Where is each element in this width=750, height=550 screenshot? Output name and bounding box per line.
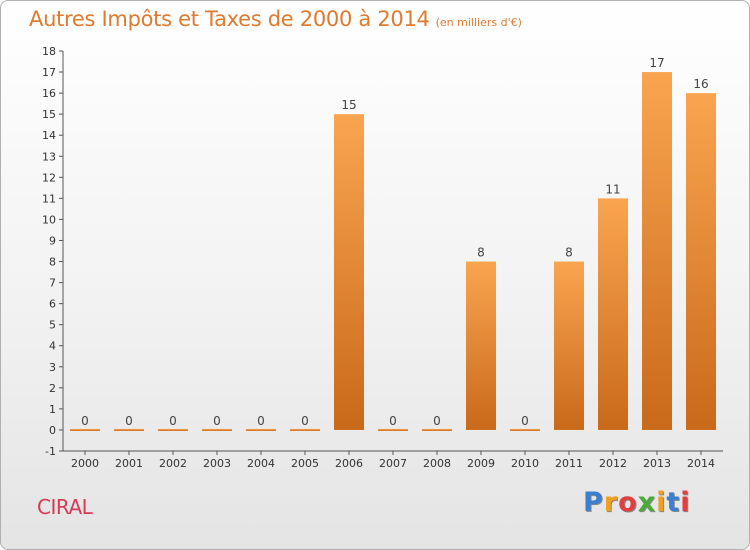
y-tick-label: 14 <box>42 129 56 142</box>
y-tick-label: 5 <box>49 319 56 332</box>
y-tick-label: 9 <box>49 234 56 247</box>
y-tick-label: 8 <box>49 256 56 269</box>
y-tick-label: 17 <box>42 66 56 79</box>
y-tick-label: 6 <box>49 298 56 311</box>
bar <box>466 261 496 430</box>
x-tick-label: 2012 <box>599 457 627 470</box>
data-label: 8 <box>477 246 485 260</box>
bar <box>114 428 144 431</box>
bar <box>334 114 364 430</box>
bar <box>290 428 320 431</box>
y-tick-label: 11 <box>42 192 56 205</box>
x-tick-label: 2004 <box>247 457 275 470</box>
proxiti-logo: Proxiti <box>583 487 691 518</box>
x-tick-label: 2014 <box>687 457 715 470</box>
y-tick-label: 2 <box>49 382 56 395</box>
data-label: 0 <box>389 414 397 428</box>
data-label: 0 <box>257 414 265 428</box>
y-tick-label: -1 <box>45 445 56 458</box>
data-label: 0 <box>301 414 309 428</box>
x-tick-label: 2006 <box>335 457 363 470</box>
bar <box>202 428 232 431</box>
x-tick-label: 2011 <box>555 457 583 470</box>
chart-title: Autres Impôts et Taxes de 2000 à 2014 <box>29 7 430 31</box>
chart-data-labels: 0 0 0 0 0 0 15 0 0 8 0 8 11 17 16 <box>81 56 708 428</box>
data-label: 16 <box>693 77 708 91</box>
data-label: 11 <box>605 182 620 196</box>
bar <box>378 428 408 431</box>
data-label: 0 <box>169 414 177 428</box>
logo-letter: x <box>637 487 657 518</box>
y-tick-label: 3 <box>49 361 56 374</box>
x-tick-label: 2008 <box>423 457 451 470</box>
y-tick-label: 18 <box>42 45 56 58</box>
logo-letter: o <box>618 487 638 518</box>
chart-bars <box>70 72 716 431</box>
x-tick-label: 2000 <box>71 457 99 470</box>
data-label: 8 <box>565 246 573 260</box>
bar <box>246 428 276 431</box>
y-tick-label: 7 <box>49 277 56 290</box>
bar <box>158 428 188 431</box>
data-label: 0 <box>433 414 441 428</box>
data-label: 15 <box>341 98 356 112</box>
x-tick-label: 2003 <box>203 457 231 470</box>
logo-letter: t <box>666 487 681 518</box>
x-tick-label: 2005 <box>291 457 319 470</box>
y-tick-label: 15 <box>42 108 56 121</box>
x-tick-label: 2009 <box>467 457 495 470</box>
x-tick-label: 2013 <box>643 457 671 470</box>
bar <box>70 428 100 431</box>
y-tick-label: 13 <box>42 150 56 163</box>
chart-unit: (en milliers d'€) <box>435 16 522 29</box>
logo-letter: i <box>656 487 667 518</box>
y-tick-label: 16 <box>42 87 56 100</box>
chart-title-block: Autres Impôts et Taxes de 2000 à 2014 (en… <box>29 7 522 31</box>
x-tick-label: 2007 <box>379 457 407 470</box>
data-label: 17 <box>649 56 664 70</box>
x-tick-label: 2002 <box>159 457 187 470</box>
logo-letter: P <box>583 487 604 518</box>
logo-letter: i <box>680 487 691 518</box>
x-tick-label: 2010 <box>511 457 539 470</box>
data-label: 0 <box>521 414 529 428</box>
data-label: 0 <box>213 414 221 428</box>
logo-letter: r <box>603 487 619 518</box>
bar <box>598 198 628 430</box>
y-tick-label: 1 <box>49 403 56 416</box>
bar <box>554 261 584 430</box>
data-label: 0 <box>125 414 133 428</box>
commune-name: CIRAL <box>37 495 93 519</box>
x-tick-label: 2001 <box>115 457 143 470</box>
bar <box>510 428 540 431</box>
data-label: 0 <box>81 414 89 428</box>
y-tick-label: 10 <box>42 213 56 226</box>
bar <box>686 93 716 430</box>
y-tick-label: 12 <box>42 171 56 184</box>
bar <box>422 428 452 431</box>
y-tick-label: 0 <box>49 424 56 437</box>
y-tick-label: 4 <box>49 340 56 353</box>
bar <box>642 72 672 430</box>
